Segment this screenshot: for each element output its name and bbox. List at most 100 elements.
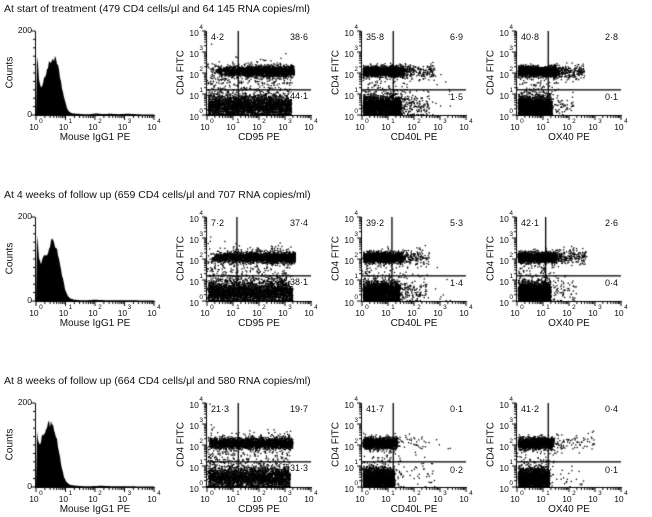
log-exponent: 1 — [68, 489, 73, 497]
log-exponent: 3 — [288, 303, 292, 311]
quadrant-value-upper-left: 7·2 — [211, 218, 225, 228]
row-title: At 4 weeks of follow up (659 CD4 cells/μ… — [4, 189, 311, 201]
x-tick-label: 103 — [273, 303, 297, 319]
log-base: 10 — [499, 276, 509, 287]
log-base: 10 — [189, 48, 199, 59]
quadrant-value-lower-right: 0·4 — [604, 277, 618, 288]
y-tick-label: 101 — [334, 87, 358, 102]
x-tick-label: 103 — [583, 304, 607, 319]
quadrant-value-lower-right: 1·4 — [449, 277, 463, 288]
quadrant-value-lower-right: 38·1 — [289, 276, 308, 287]
x-tick-label: 101 — [531, 304, 555, 319]
log-base: 10 — [344, 276, 354, 287]
log-base: 10 — [189, 462, 199, 473]
row-4-weeks-follow-up: At 4 weeks of follow up (659 CD4 cells/μ… — [4, 189, 652, 331]
x-tick-label: 101 — [54, 118, 78, 133]
quadrant-value-upper-left: 21·3 — [211, 404, 230, 414]
panel-histogram-mouse-igg1-row1: Counts2000100101102103104Mouse IgG1 PE — [4, 23, 169, 145]
quadrant-value-lower-right: 31·3 — [289, 462, 308, 473]
log-base: 10 — [200, 307, 210, 318]
plot-canvas — [356, 29, 470, 121]
y-tick-label: 103 — [334, 45, 358, 60]
y-tick-label: 101 — [179, 87, 203, 102]
log-base: 10 — [499, 27, 509, 38]
y-tick-label: 102 — [179, 252, 203, 267]
panel-histogram-mouse-igg1-row2: Counts2000100101102103104Mouse IgG1 PE — [4, 209, 169, 331]
x-tick-label: 103 — [428, 489, 452, 505]
log-base: 10 — [344, 48, 354, 59]
log-base: 10 — [614, 493, 624, 504]
y-tick-label: 200 — [17, 397, 32, 407]
log-base: 10 — [189, 111, 199, 122]
x-tick-label: 101 — [376, 118, 400, 133]
log-base: 10 — [614, 121, 624, 132]
log-exponent: 4 — [469, 303, 473, 311]
log-base: 10 — [588, 493, 598, 504]
x-tick-label: 103 — [113, 117, 137, 133]
log-exponent: 4 — [199, 209, 203, 217]
log-base: 10 — [499, 234, 509, 245]
log-exponent: 4 — [509, 23, 513, 31]
log-exponent: 0 — [365, 303, 369, 311]
x-tick-label: 101 — [221, 118, 245, 133]
log-exponent: 4 — [354, 395, 358, 403]
log-base: 10 — [433, 493, 443, 504]
log-base: 10 — [252, 493, 262, 504]
log-base: 10 — [499, 399, 509, 410]
log-base: 10 — [189, 27, 199, 38]
log-exponent: 4 — [314, 489, 318, 497]
y-tick-label: 104 — [334, 395, 358, 411]
x-tick-label: 101 — [54, 489, 78, 505]
log-exponent: 0 — [210, 303, 214, 311]
x-axis-label: CD40L PE — [390, 132, 438, 143]
log-exponent: 2 — [417, 117, 421, 125]
x-axis-label: OX40 PE — [548, 504, 590, 515]
x-tick-label: 101 — [376, 490, 400, 505]
log-exponent: 1 — [391, 303, 395, 311]
quadrant-value-upper-left: 41·2 — [521, 404, 540, 414]
log-base: 10 — [344, 27, 354, 38]
x-tick-label: 102 — [247, 117, 271, 133]
row-8-weeks-follow-up: At 8 weeks of follow up (664 CD4 cells/μ… — [4, 375, 652, 517]
x-tick-label: 103 — [113, 490, 137, 505]
x-tick-label: 103 — [583, 490, 607, 505]
log-base: 10 — [499, 462, 509, 473]
log-base: 10 — [304, 307, 314, 318]
log-base: 10 — [189, 90, 199, 101]
plot-canvas — [356, 401, 470, 493]
log-base: 10 — [344, 441, 354, 452]
log-base: 10 — [344, 399, 354, 410]
panel-scatter-cd95-row1: CD4 FITC1001011021031044·238·644·1100101… — [173, 23, 324, 145]
log-exponent: 3 — [598, 117, 602, 125]
quadrant-value-upper-right: 19·7 — [289, 404, 308, 414]
log-base: 10 — [200, 121, 210, 132]
log-base: 10 — [381, 307, 391, 318]
x-tick-label: 100 — [505, 118, 529, 133]
x-tick-label: 102 — [83, 118, 107, 133]
x-tick-label: 101 — [376, 303, 400, 319]
log-base: 10 — [499, 213, 509, 224]
log-exponent: 3 — [127, 117, 132, 125]
log-base: 10 — [88, 307, 98, 318]
log-exponent: 2 — [262, 117, 266, 125]
log-base: 10 — [536, 307, 546, 318]
x-tick-label: 100 — [195, 118, 219, 133]
x-tick-label: 103 — [113, 304, 137, 319]
y-tick-label: 104 — [334, 210, 358, 225]
log-base: 10 — [499, 90, 509, 101]
log-base: 10 — [58, 307, 69, 318]
log-base: 10 — [278, 121, 288, 132]
log-exponent: 4 — [509, 395, 513, 403]
panel-strip: Counts2000100101102103104Mouse IgG1 PE C… — [4, 23, 652, 145]
quadrant-value-upper-right: 38·6 — [289, 32, 308, 42]
log-exponent: 3 — [443, 489, 447, 497]
log-exponent: 3 — [443, 117, 447, 125]
y-tick-label: 104 — [489, 210, 513, 225]
x-tick-label: 104 — [454, 303, 478, 319]
log-base: 10 — [499, 297, 509, 308]
x-tick-label: 104 — [454, 490, 478, 505]
y-tick-label: 103 — [179, 45, 203, 60]
log-base: 10 — [88, 493, 98, 504]
y-tick-label: 103 — [179, 231, 203, 246]
x-tick-label: 101 — [531, 118, 555, 133]
